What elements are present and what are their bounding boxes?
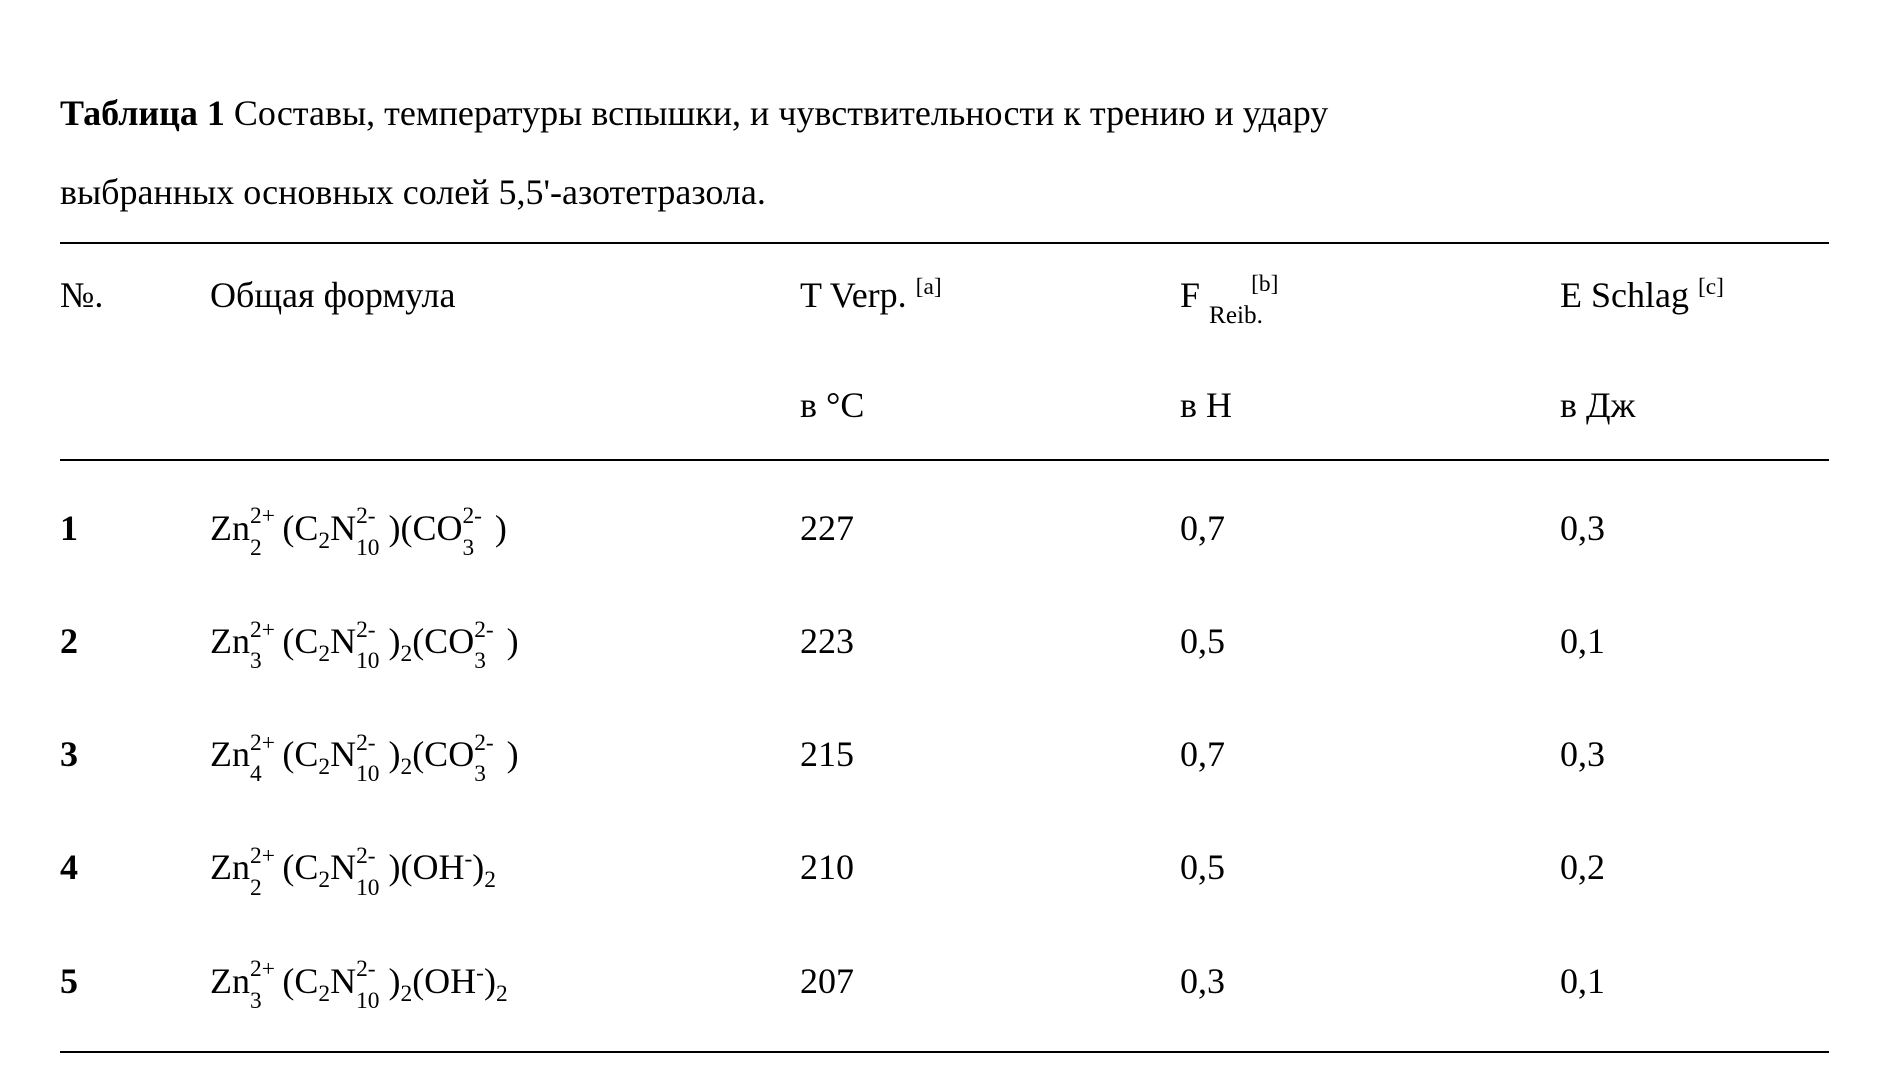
cell-formula: Zn2+2(C2N2-10)(CO2-3) (210, 460, 800, 574)
cell-tverp: 207 (800, 914, 1180, 1052)
cell-no: 2 (60, 574, 210, 687)
cell-tverp: 210 (800, 800, 1180, 913)
cell-freib: 0,7 (1180, 687, 1560, 800)
cell-freib: 0,5 (1180, 574, 1560, 687)
cell-no: 3 (60, 687, 210, 800)
caption-line1: Составы, температуры вспышки, и чувствит… (225, 93, 1328, 133)
eschlag-footnote: [c] (1698, 274, 1724, 300)
cell-freib: 0,3 (1180, 914, 1560, 1052)
cell-no: 5 (60, 914, 210, 1052)
col-header-tverp: T Verp. [a] (800, 243, 1180, 335)
eschlag-label: E Schlag (1560, 275, 1689, 315)
cell-formula: Zn2+2(C2N2-10)(OH-)2 (210, 800, 800, 913)
cell-formula: Zn2+3(C2N2-10)2(CO2-3) (210, 574, 800, 687)
cell-eschlag: 0,2 (1560, 800, 1829, 913)
table-row: 5Zn2+3(C2N2-10)2(OH-)22070,30,1 (60, 914, 1829, 1052)
cell-freib: 0,7 (1180, 460, 1560, 574)
table-label: Таблица 1 (60, 93, 225, 133)
cell-no: 4 (60, 800, 210, 913)
eschlag-unit: в Дж (1560, 336, 1829, 460)
tverp-label: T Verp. (800, 275, 907, 315)
tverp-unit: в °С (800, 336, 1180, 460)
freib-unit: в Н (1180, 336, 1560, 460)
cell-tverp: 215 (800, 687, 1180, 800)
data-table: №. Общая формула T Verp. [a] F Reib. [b]… (60, 242, 1829, 1052)
col-header-formula: Общая формула (210, 243, 800, 335)
table-row: 4Zn2+2(C2N2-10)(OH-)22100,50,2 (60, 800, 1829, 913)
col-header-freib: F Reib. [b] (1180, 243, 1560, 335)
cell-freib: 0,5 (1180, 800, 1560, 913)
table-head: №. Общая формула T Verp. [a] F Reib. [b]… (60, 243, 1829, 459)
table-row: 2Zn2+3(C2N2-10)2(CO2-3)2230,50,1 (60, 574, 1829, 687)
table-caption: Таблица 1 Составы, температуры вспышки, … (60, 74, 1829, 232)
freib-label: F (1180, 275, 1200, 315)
cell-tverp: 227 (800, 460, 1180, 574)
table-body: 1Zn2+2(C2N2-10)(CO2-3)2270,70,32Zn2+3(C2… (60, 460, 1829, 1052)
cell-tverp: 223 (800, 574, 1180, 687)
cell-formula: Zn2+4(C2N2-10)2(CO2-3) (210, 687, 800, 800)
col-header-eschlag: E Schlag [c] (1560, 243, 1829, 335)
cell-no: 1 (60, 460, 210, 574)
col-header-no: №. (60, 243, 210, 335)
table-row: 3Zn2+4(C2N2-10)2(CO2-3)2150,70,3 (60, 687, 1829, 800)
cell-eschlag: 0,1 (1560, 574, 1829, 687)
cell-eschlag: 0,3 (1560, 687, 1829, 800)
table-row: 1Zn2+2(C2N2-10)(CO2-3)2270,70,3 (60, 460, 1829, 574)
tverp-footnote: [a] (916, 274, 942, 300)
caption-line2: выбранных основных солей 5,5'-азотетразо… (60, 172, 766, 212)
cell-eschlag: 0,1 (1560, 914, 1829, 1052)
cell-formula: Zn2+3(C2N2-10)2(OH-)2 (210, 914, 800, 1052)
page: Таблица 1 Составы, температуры вспышки, … (0, 0, 1889, 1073)
cell-eschlag: 0,3 (1560, 460, 1829, 574)
